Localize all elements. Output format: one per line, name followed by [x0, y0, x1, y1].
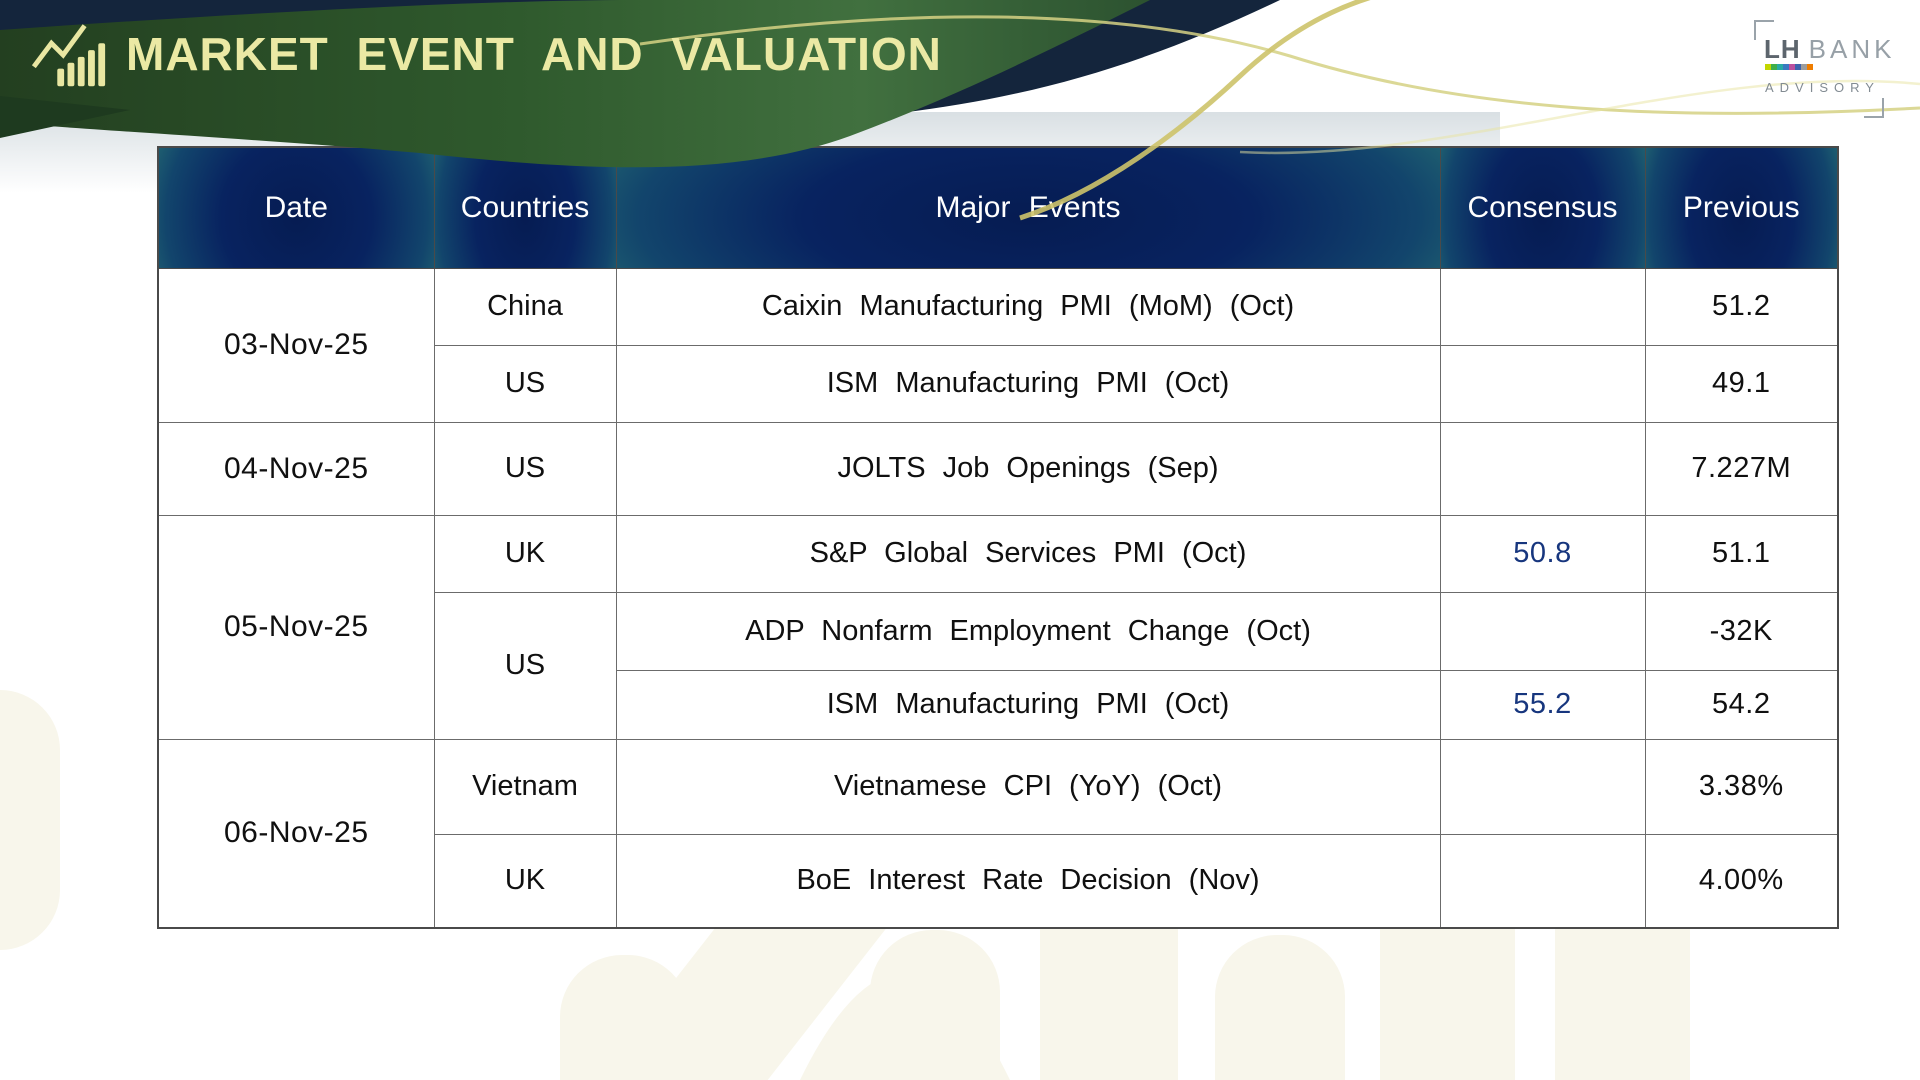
country-cell: US	[433, 421, 617, 516]
col-header-events: Major Events	[615, 146, 1441, 269]
logo-lh-text: LH	[1764, 34, 1801, 64]
date-cell: 03-Nov-25	[157, 267, 435, 423]
consensus-cell	[1439, 738, 1646, 835]
consensus-cell	[1439, 833, 1646, 929]
logo-bracket-bottom-icon	[1864, 98, 1884, 118]
previous-cell: 3.38%	[1644, 738, 1839, 835]
event-cell: JOLTS Job Openings (Sep)	[615, 421, 1441, 516]
chart-growth-icon	[31, 24, 106, 87]
events-table: Date Countries Major Events Consensus Pr…	[157, 146, 1839, 929]
previous-cell: 54.2	[1644, 669, 1839, 740]
previous-cell: 51.1	[1644, 514, 1839, 593]
date-cell: 06-Nov-25	[157, 738, 435, 929]
col-header-date: Date	[157, 146, 435, 269]
consensus-cell	[1439, 421, 1646, 516]
date-cell: 04-Nov-25	[157, 421, 435, 516]
previous-cell: 51.2	[1644, 267, 1839, 346]
country-cell: Vietnam	[433, 738, 617, 835]
table-row: 03-Nov-25 China Caixin Manufacturing PMI…	[157, 267, 1839, 423]
consensus-cell	[1439, 591, 1646, 671]
previous-cell: -32K	[1644, 591, 1839, 671]
consensus-cell	[1439, 344, 1646, 423]
date-cell: 05-Nov-25	[157, 514, 435, 740]
table-row: 06-Nov-25 Vietnam Vietnamese CPI (YoY) (…	[157, 738, 1839, 929]
col-header-consensus: Consensus	[1439, 146, 1646, 269]
event-cell: S&P Global Services PMI (Oct)	[615, 514, 1441, 593]
logo-color-stripe	[1765, 64, 1813, 70]
table-row: US ISM Manufacturing PMI (Oct) 49.1	[158, 344, 1839, 423]
table-row: 04-Nov-25 US JOLTS Job Openings (Sep) 7.…	[157, 421, 1839, 516]
country-cell: US	[433, 591, 617, 740]
col-header-previous: Previous	[1644, 146, 1839, 269]
table-header-row: Date Countries Major Events Consensus Pr…	[157, 146, 1839, 269]
country-cell: US	[433, 344, 617, 423]
logo-bank-text: BANK	[1808, 34, 1896, 64]
page-title: MARKET EVENT AND VALUATION	[126, 28, 942, 80]
event-cell: BoE Interest Rate Decision (Nov)	[615, 833, 1441, 929]
event-cell: ISM Manufacturing PMI (Oct)	[615, 344, 1441, 423]
country-cell: UK	[433, 833, 617, 929]
logo-advisory-text: ADVISORY	[1765, 80, 1880, 95]
event-cell: Caixin Manufacturing PMI (MoM) (Oct)	[615, 267, 1441, 346]
consensus-cell: 50.8	[1439, 514, 1646, 593]
previous-cell: 7.227M	[1644, 421, 1839, 516]
table-row: 05-Nov-25 UK S&P Global Services PMI (Oc…	[157, 514, 1839, 740]
logo-wordmark: LH BANK	[1764, 34, 1895, 65]
col-header-countries: Countries	[433, 146, 617, 269]
consensus-cell	[1439, 267, 1646, 346]
event-cell: Vietnamese CPI (YoY) (Oct)	[615, 738, 1441, 835]
country-cell: UK	[433, 514, 617, 593]
previous-cell: 4.00%	[1644, 833, 1839, 929]
lh-bank-logo: LH BANK ADVISORY	[1748, 18, 1891, 118]
consensus-cell: 55.2	[1439, 669, 1646, 740]
country-cell: China	[433, 267, 617, 346]
event-cell: ADP Nonfarm Employment Change (Oct)	[615, 591, 1441, 671]
previous-cell: 49.1	[1644, 344, 1839, 423]
event-cell: ISM Manufacturing PMI (Oct)	[615, 669, 1441, 740]
